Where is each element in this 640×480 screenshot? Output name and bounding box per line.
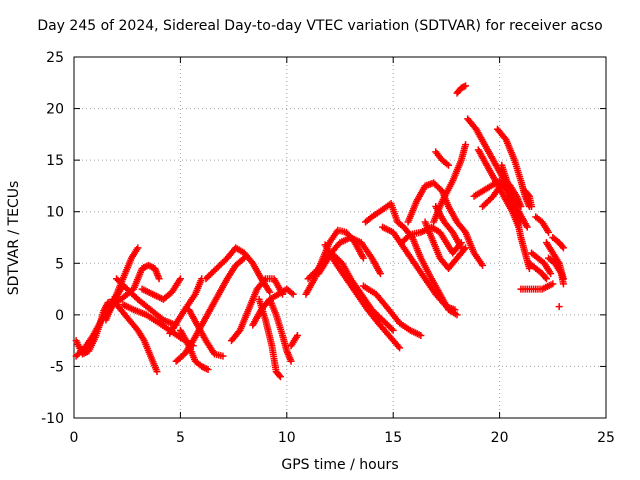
data-point-marker — [457, 244, 465, 252]
data-series-arc-k — [176, 326, 212, 374]
data-point-marker — [545, 228, 553, 236]
data-point-marker — [260, 276, 268, 284]
data-series-arc-ao — [528, 249, 555, 278]
data-series-arc-i — [166, 275, 206, 337]
data-point-marker — [359, 254, 367, 262]
data-point-marker — [462, 141, 470, 149]
data-point-marker — [239, 255, 247, 263]
y-tick-label: 20 — [46, 102, 64, 118]
data-series-arc-al — [498, 161, 531, 231]
x-tick-label: 10 — [278, 430, 296, 446]
data-series-arc-ac — [432, 203, 465, 252]
data-point-marker — [524, 191, 532, 199]
data-point-marker — [523, 223, 531, 231]
y-axis-label: SDTVAR / TECUs — [6, 180, 22, 296]
data-series-arc-n — [227, 275, 287, 345]
data-series-arc-ak — [493, 125, 533, 211]
data-series-arc-au — [555, 303, 563, 311]
data-point-marker — [558, 243, 566, 251]
data-point-marker — [453, 311, 461, 319]
data-series-arc-as — [549, 234, 567, 252]
data-series-arc-at — [517, 280, 557, 293]
x-tick-label: 0 — [70, 430, 79, 446]
data-point-marker — [289, 290, 297, 298]
data-series-arc-aj — [474, 146, 523, 231]
y-tick-label: 15 — [46, 153, 64, 169]
data-point-marker — [417, 331, 425, 339]
data-point-marker — [555, 303, 563, 311]
y-tick-label: 5 — [55, 256, 64, 272]
data-point-marker — [293, 331, 301, 339]
data-point-marker — [462, 82, 470, 90]
data-point-marker — [389, 326, 397, 334]
data-point-marker — [204, 366, 212, 374]
data-series-arc-e — [108, 295, 161, 376]
data-point-marker — [445, 161, 453, 169]
data-point-marker — [451, 306, 459, 314]
plot-frame — [73, 56, 607, 419]
data-series-arc-w — [359, 282, 425, 339]
data-series-arc-q — [266, 295, 295, 365]
x-axis-label: GPS time / hours — [281, 457, 399, 473]
data-point-marker — [219, 352, 227, 360]
data-point-marker — [134, 244, 142, 252]
data-series-arc-ab — [421, 218, 470, 272]
data-point-marker — [275, 371, 283, 379]
data-series-arc-j — [172, 254, 248, 365]
data-point-marker — [388, 325, 396, 333]
data-point-marker — [396, 344, 404, 352]
data-series-arc-aq — [542, 239, 567, 283]
data-point-marker — [153, 368, 161, 376]
data-point-marker — [176, 275, 184, 283]
data-point-marker — [547, 270, 555, 278]
data-point-marker — [287, 357, 295, 365]
x-tick-label: 5 — [176, 430, 185, 446]
x-tick-label: 15 — [384, 430, 402, 446]
data-point-marker — [559, 244, 567, 252]
y-tick-label: 0 — [55, 308, 64, 324]
data-point-marker — [394, 342, 402, 350]
y-tick-label: 10 — [46, 205, 64, 221]
data-point-marker — [479, 261, 487, 269]
y-tick-label: 25 — [46, 50, 64, 66]
data-series-arc-an — [525, 259, 550, 283]
data-series-arc-ad — [430, 141, 470, 226]
data-point-marker — [266, 288, 274, 296]
data-series-arc-x — [362, 199, 461, 319]
data-point-marker — [549, 280, 557, 288]
data-series-arc-v — [321, 241, 404, 352]
data-point-marker — [405, 232, 413, 240]
data-series-arc-l — [185, 306, 227, 360]
data-series-arc-ap — [532, 213, 553, 236]
data-series-arc-r — [287, 331, 301, 350]
data-point-marker — [528, 203, 536, 211]
data-point-marker — [515, 223, 523, 231]
chart-title: Day 245 of 2024, Sidereal Day-to-day VTE… — [37, 18, 603, 34]
data-series-arc-m — [202, 244, 274, 296]
y-tick-label: -10 — [41, 411, 64, 427]
x-tick-label: 25 — [597, 430, 615, 446]
data-point-marker — [155, 275, 163, 283]
data-series-arc-am — [521, 187, 536, 211]
y-tick-label: -5 — [50, 359, 64, 375]
data-series-arc-y — [379, 223, 459, 314]
data-point-marker — [542, 275, 550, 283]
data-series-arc-ag — [464, 115, 525, 211]
data-series-arc-ae — [432, 148, 453, 169]
data-point-marker — [541, 273, 549, 281]
data-series-arc-af — [453, 82, 470, 97]
data-series-arc-p — [255, 295, 284, 381]
data-series-arc-h — [138, 275, 184, 303]
data-point-marker — [376, 270, 384, 278]
data-series-arc-ar — [545, 254, 567, 288]
x-tick-label: 20 — [491, 430, 509, 446]
data-point-marker — [276, 373, 284, 381]
data-point-marker — [559, 280, 567, 288]
